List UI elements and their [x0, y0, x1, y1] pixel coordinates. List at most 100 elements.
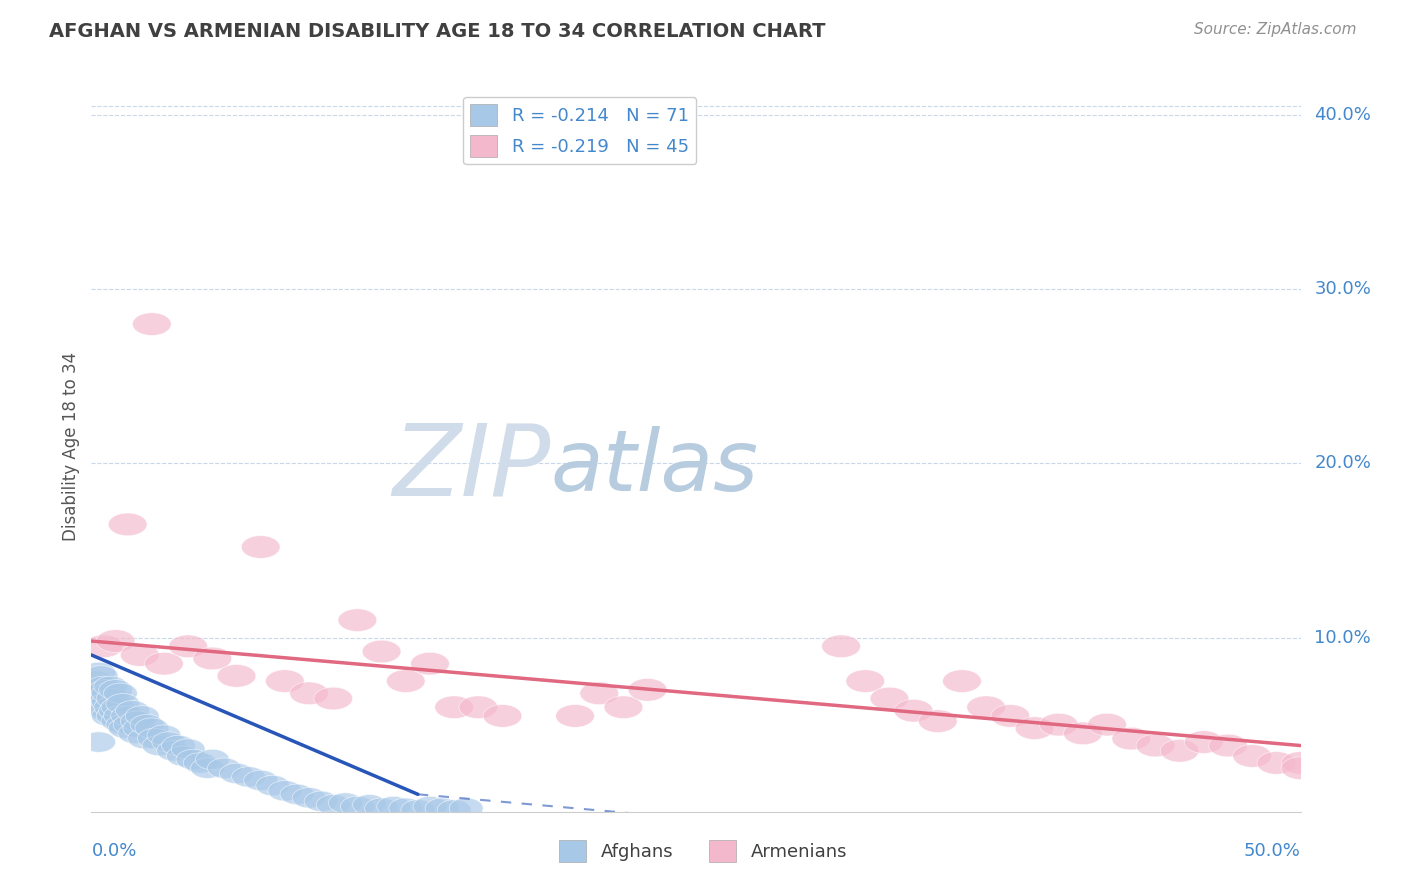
- Ellipse shape: [304, 791, 337, 812]
- Ellipse shape: [1233, 745, 1271, 767]
- Legend: Afghans, Armenians: Afghans, Armenians: [551, 833, 855, 870]
- Text: AFGHAN VS ARMENIAN DISABILITY AGE 18 TO 34 CORRELATION CHART: AFGHAN VS ARMENIAN DISABILITY AGE 18 TO …: [49, 22, 825, 41]
- Ellipse shape: [555, 705, 595, 727]
- Ellipse shape: [145, 652, 183, 675]
- Ellipse shape: [1209, 734, 1247, 756]
- Ellipse shape: [353, 795, 387, 815]
- Ellipse shape: [172, 739, 205, 759]
- Ellipse shape: [1281, 752, 1320, 774]
- Ellipse shape: [108, 718, 142, 739]
- Ellipse shape: [112, 714, 148, 735]
- Ellipse shape: [89, 689, 122, 709]
- Ellipse shape: [125, 706, 159, 726]
- Ellipse shape: [138, 729, 172, 748]
- Ellipse shape: [91, 683, 125, 704]
- Ellipse shape: [918, 710, 957, 732]
- Ellipse shape: [219, 764, 253, 783]
- Ellipse shape: [89, 680, 122, 700]
- Ellipse shape: [425, 798, 458, 819]
- Ellipse shape: [1039, 714, 1078, 736]
- Ellipse shape: [605, 696, 643, 719]
- Ellipse shape: [87, 683, 121, 704]
- Ellipse shape: [401, 800, 434, 820]
- Ellipse shape: [387, 670, 425, 692]
- Ellipse shape: [1063, 722, 1102, 745]
- Ellipse shape: [434, 696, 474, 719]
- Text: 50.0%: 50.0%: [1244, 842, 1301, 860]
- Ellipse shape: [101, 711, 135, 731]
- Ellipse shape: [162, 735, 195, 756]
- Ellipse shape: [1281, 756, 1320, 780]
- Ellipse shape: [413, 797, 447, 817]
- Ellipse shape: [94, 697, 128, 717]
- Ellipse shape: [176, 749, 209, 770]
- Ellipse shape: [256, 775, 290, 796]
- Legend: R = -0.214   N = 71, R = -0.219   N = 45: R = -0.214 N = 71, R = -0.219 N = 45: [463, 96, 696, 164]
- Ellipse shape: [628, 679, 666, 701]
- Text: 10.0%: 10.0%: [1315, 629, 1371, 647]
- Ellipse shape: [967, 696, 1005, 719]
- Y-axis label: Disability Age 18 to 34: Disability Age 18 to 34: [62, 351, 80, 541]
- Ellipse shape: [846, 670, 884, 692]
- Ellipse shape: [821, 635, 860, 657]
- Ellipse shape: [195, 749, 229, 770]
- Ellipse shape: [1136, 734, 1175, 756]
- Ellipse shape: [156, 740, 191, 761]
- Ellipse shape: [316, 795, 350, 815]
- Ellipse shape: [894, 699, 934, 722]
- Ellipse shape: [329, 793, 363, 814]
- Ellipse shape: [142, 735, 176, 756]
- Ellipse shape: [169, 635, 208, 657]
- Ellipse shape: [105, 714, 139, 735]
- Ellipse shape: [82, 662, 115, 682]
- Ellipse shape: [484, 705, 522, 727]
- Text: Source: ZipAtlas.com: Source: ZipAtlas.com: [1194, 22, 1357, 37]
- Ellipse shape: [115, 700, 149, 721]
- Ellipse shape: [1112, 727, 1150, 750]
- Ellipse shape: [437, 800, 471, 820]
- Ellipse shape: [104, 706, 138, 726]
- Ellipse shape: [111, 706, 145, 726]
- Text: 20.0%: 20.0%: [1315, 454, 1371, 473]
- Ellipse shape: [450, 798, 484, 819]
- Ellipse shape: [79, 671, 112, 691]
- Ellipse shape: [183, 753, 217, 773]
- Ellipse shape: [1015, 717, 1054, 739]
- Ellipse shape: [84, 635, 122, 657]
- Ellipse shape: [232, 767, 266, 787]
- Ellipse shape: [82, 731, 115, 752]
- Ellipse shape: [135, 718, 169, 739]
- Ellipse shape: [128, 729, 162, 748]
- Ellipse shape: [269, 780, 302, 801]
- Ellipse shape: [152, 731, 186, 752]
- Ellipse shape: [122, 718, 156, 739]
- Ellipse shape: [458, 696, 498, 719]
- Ellipse shape: [148, 725, 181, 746]
- Ellipse shape: [131, 714, 165, 735]
- Ellipse shape: [98, 700, 132, 721]
- Ellipse shape: [84, 689, 118, 709]
- Text: 40.0%: 40.0%: [1315, 106, 1371, 124]
- Ellipse shape: [1160, 739, 1199, 762]
- Ellipse shape: [166, 746, 200, 766]
- Ellipse shape: [870, 687, 908, 710]
- Text: 0.0%: 0.0%: [91, 842, 136, 860]
- Ellipse shape: [217, 665, 256, 687]
- Text: 30.0%: 30.0%: [1315, 280, 1371, 298]
- Ellipse shape: [364, 798, 398, 819]
- Ellipse shape: [292, 788, 326, 808]
- Ellipse shape: [193, 648, 232, 670]
- Ellipse shape: [121, 644, 159, 666]
- Ellipse shape: [340, 797, 374, 817]
- Ellipse shape: [101, 697, 135, 717]
- Ellipse shape: [191, 758, 225, 779]
- Ellipse shape: [105, 694, 139, 714]
- Text: ZIP: ZIP: [392, 419, 551, 516]
- Ellipse shape: [132, 313, 172, 335]
- Ellipse shape: [121, 711, 155, 731]
- Ellipse shape: [266, 670, 304, 692]
- Ellipse shape: [94, 676, 128, 697]
- Ellipse shape: [242, 536, 280, 558]
- Text: atlas: atlas: [551, 426, 759, 509]
- Ellipse shape: [991, 705, 1029, 727]
